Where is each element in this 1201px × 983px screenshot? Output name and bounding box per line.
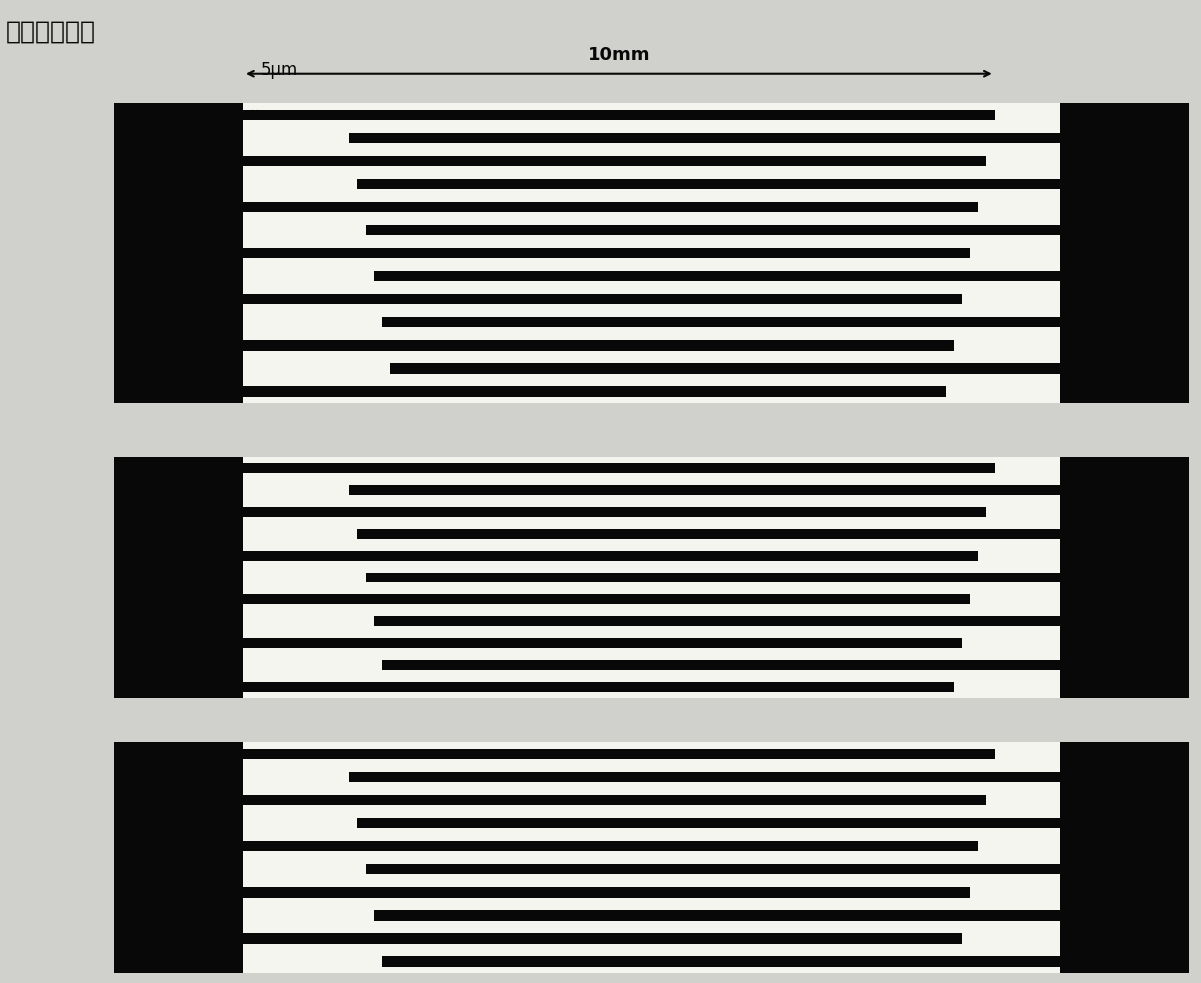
Bar	[374, 910, 1060, 921]
Text: 5μm: 5μm	[261, 61, 298, 79]
Bar	[243, 155, 986, 166]
Text: 25μm: 25μm	[1072, 129, 1119, 146]
Bar	[114, 742, 243, 973]
Bar	[382, 318, 1060, 327]
Bar	[349, 485, 1060, 494]
Bar	[243, 748, 994, 759]
Bar	[382, 956, 1060, 967]
Bar	[243, 340, 954, 351]
Bar	[390, 364, 1060, 374]
Bar	[1060, 742, 1189, 973]
Bar	[114, 457, 1189, 698]
Bar	[358, 179, 1060, 189]
Bar	[114, 103, 1189, 403]
Bar	[358, 529, 1060, 539]
Bar	[358, 818, 1060, 829]
Bar	[374, 271, 1060, 281]
Bar	[349, 772, 1060, 782]
Text: 连接用电极部: 连接用电极部	[6, 20, 96, 43]
Bar	[382, 661, 1060, 670]
Bar	[243, 794, 986, 805]
Bar	[1060, 457, 1189, 698]
Bar	[243, 638, 962, 648]
Bar	[243, 463, 994, 473]
Bar	[243, 595, 970, 605]
Bar	[243, 933, 962, 944]
Bar	[349, 133, 1060, 143]
Bar	[243, 386, 945, 397]
Bar	[243, 840, 979, 851]
Bar	[243, 550, 979, 560]
Bar	[243, 248, 970, 259]
Bar	[243, 294, 962, 305]
Bar	[114, 457, 243, 698]
Bar	[374, 616, 1060, 626]
Bar	[243, 507, 986, 517]
Text: 10mm: 10mm	[587, 46, 650, 64]
Bar	[243, 109, 994, 120]
Bar	[243, 887, 970, 897]
Bar	[1060, 103, 1189, 403]
Bar	[114, 103, 243, 403]
Bar	[365, 572, 1060, 583]
Bar	[114, 742, 1189, 973]
Bar	[243, 682, 954, 692]
Bar	[365, 864, 1060, 875]
Bar	[243, 202, 979, 212]
Bar	[365, 225, 1060, 235]
